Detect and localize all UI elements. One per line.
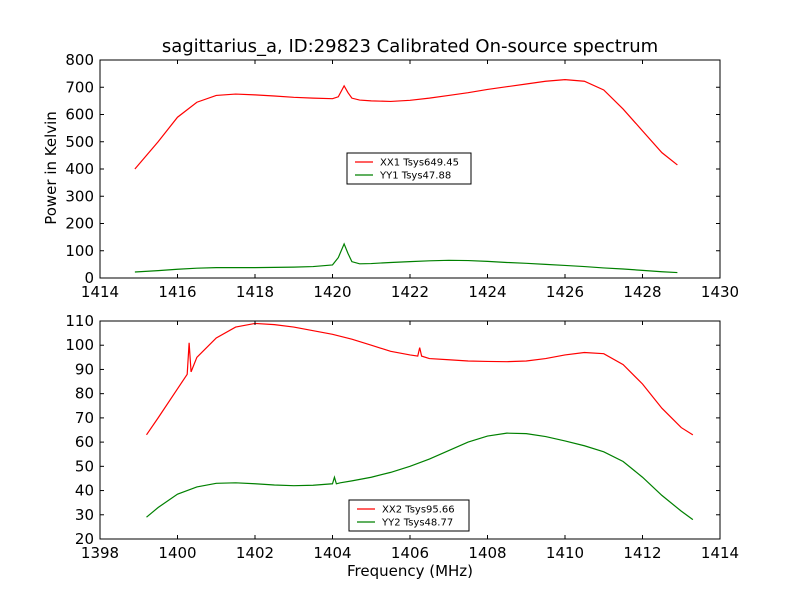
x-tick-label: 1418 xyxy=(236,283,274,301)
x-tick-label: 1424 xyxy=(468,283,506,301)
x-tick-label: 1420 xyxy=(313,283,351,301)
y-tick-label: 60 xyxy=(75,433,94,451)
x-tick-label: 1400 xyxy=(158,544,196,562)
chart-title: sagittarius_a, ID:29823 Calibrated On-so… xyxy=(162,36,658,57)
bottom-plot-area: 1398 1400 1402 1404 1406 1408 1410 1412 1414 20 30… xyxy=(65,312,739,562)
y-tick-label: 500 xyxy=(65,133,94,151)
x-tick-label: 1428 xyxy=(623,283,661,301)
y-tick-label: 600 xyxy=(65,106,94,124)
legend-box xyxy=(348,499,470,532)
y-tick-label: 20 xyxy=(75,530,94,548)
top-y-axis-label: Power in Kelvin xyxy=(42,111,60,225)
legend-box xyxy=(346,152,472,185)
series-line-2-2 xyxy=(146,432,694,521)
y-tick-label: 110 xyxy=(65,312,94,330)
y-tick-label: 800 xyxy=(65,51,94,69)
series-line-1-2 xyxy=(134,242,678,274)
legend-label: YY1 Tsys47.88 xyxy=(379,171,451,182)
x-tick-label: 1402 xyxy=(236,544,274,562)
series-line-1-1 xyxy=(134,79,678,170)
y-tick-label: 90 xyxy=(75,360,94,378)
x-tick-label: 1416 xyxy=(158,283,196,301)
x-tick-label: 1426 xyxy=(546,283,584,301)
x-tick-label: 1406 xyxy=(391,544,429,562)
x-tick-label: 1414 xyxy=(701,544,739,562)
x-tick-label: 1414 xyxy=(81,283,119,301)
legend-label: XX1 Tsys649.45 xyxy=(380,158,459,169)
x-tick-label: 1404 xyxy=(313,544,351,562)
bottom-x-axis-label: Frequency (MHz) xyxy=(347,562,473,580)
x-tick-label: 1430 xyxy=(701,283,739,301)
y-tick-label: 100 xyxy=(65,336,94,354)
x-tick-label: 1410 xyxy=(546,544,584,562)
y-tick-label: 0 xyxy=(84,269,94,287)
y-tick-label: 200 xyxy=(65,215,94,233)
y-tick-label: 30 xyxy=(75,506,94,524)
y-tick-label: 100 xyxy=(65,242,94,260)
top-plot-area: 1414 1416 1418 1420 1422 1424 1426 1428 1430 0 100… xyxy=(65,51,739,301)
y-tick-label: 40 xyxy=(75,482,94,500)
legend-label: YY2 Tsys48.77 xyxy=(381,518,453,529)
y-tick-label: 50 xyxy=(75,457,94,475)
x-tick-label: 1422 xyxy=(391,283,429,301)
x-tick-label: 1398 xyxy=(81,544,119,562)
y-tick-label: 300 xyxy=(65,187,94,205)
series-line-2-1 xyxy=(146,322,694,436)
legend-label: XX2 Tsys95.66 xyxy=(382,505,455,516)
y-tick-label: 70 xyxy=(75,409,94,427)
y-tick-label: 700 xyxy=(65,78,94,96)
y-tick-label: 400 xyxy=(65,160,94,178)
x-tick-label: 1408 xyxy=(468,544,506,562)
y-tick-label: 80 xyxy=(75,385,94,403)
x-tick-label: 1412 xyxy=(623,544,661,562)
